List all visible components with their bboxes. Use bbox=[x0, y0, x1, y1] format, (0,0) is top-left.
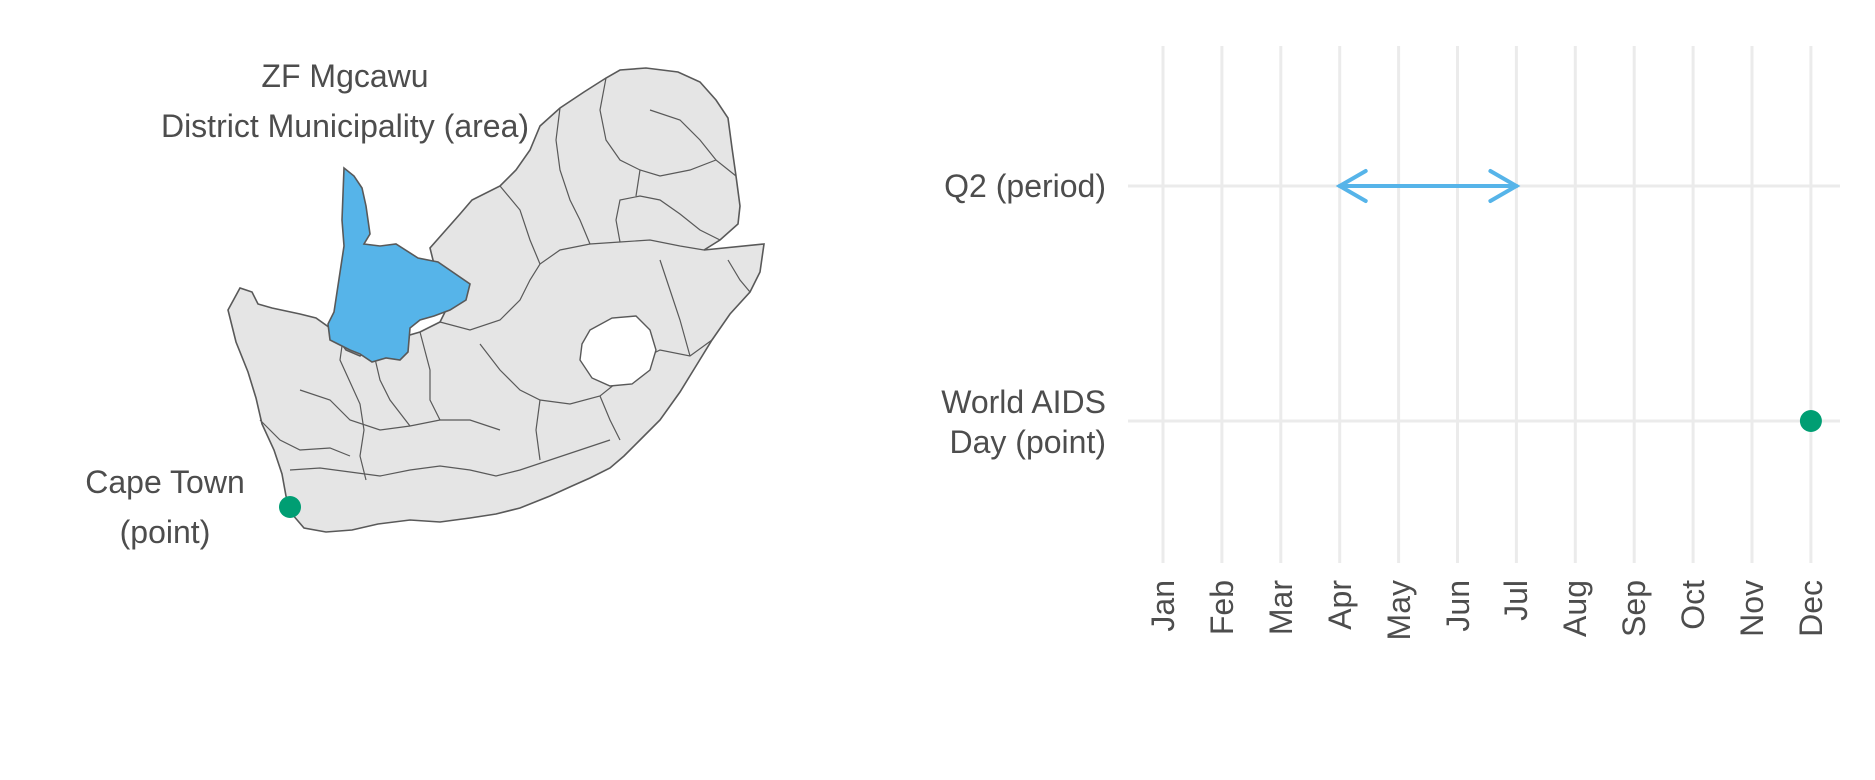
q2-period-arrow bbox=[1335, 169, 1521, 203]
timeline-marks bbox=[1335, 169, 1822, 432]
x-tick-nov: Nov bbox=[1734, 580, 1770, 637]
world-aids-day-point bbox=[1799, 410, 1822, 432]
x-tick-dec: Dec bbox=[1792, 580, 1829, 637]
figure-canvas bbox=[227, 46, 1840, 563]
cape-town-label-line-2: (point) bbox=[119, 514, 211, 550]
x-tick-sep: Sep bbox=[1616, 580, 1653, 637]
x-tick-apr: Apr bbox=[1321, 580, 1358, 630]
x-tick-aug: Aug bbox=[1557, 580, 1594, 637]
x-tick-jan: Jan bbox=[1145, 580, 1181, 632]
cape-town-label-line-1: Cape Town bbox=[85, 464, 245, 500]
x-tick-oct: Oct bbox=[1675, 580, 1712, 630]
row-label-world-aids-day-line-2: Day (point) bbox=[949, 424, 1107, 460]
x-tick-jul: Jul bbox=[1498, 580, 1535, 621]
row-label-world-aids-day-line-1: World AIDS bbox=[941, 384, 1106, 420]
zf-mgcawu-label-line-2: District Municipality (area) bbox=[160, 108, 530, 144]
district-borders bbox=[259, 77, 751, 481]
x-tick-feb: Feb bbox=[1203, 580, 1240, 636]
cape-town-point bbox=[279, 496, 301, 518]
x-tick-mar: Mar bbox=[1262, 580, 1299, 636]
row-label-q2-period: Q2 (period) bbox=[944, 168, 1106, 204]
lesotho-hole bbox=[579, 315, 657, 387]
zf-mgcawu-district-area bbox=[327, 166, 471, 363]
zf-mgcawu-label-line-1: ZF Mgcawu bbox=[261, 58, 429, 94]
south-africa-map bbox=[227, 67, 765, 533]
x-tick-may: May bbox=[1380, 580, 1417, 641]
timeline-grid bbox=[1128, 46, 1840, 563]
x-tick-jun: Jun bbox=[1439, 580, 1476, 632]
